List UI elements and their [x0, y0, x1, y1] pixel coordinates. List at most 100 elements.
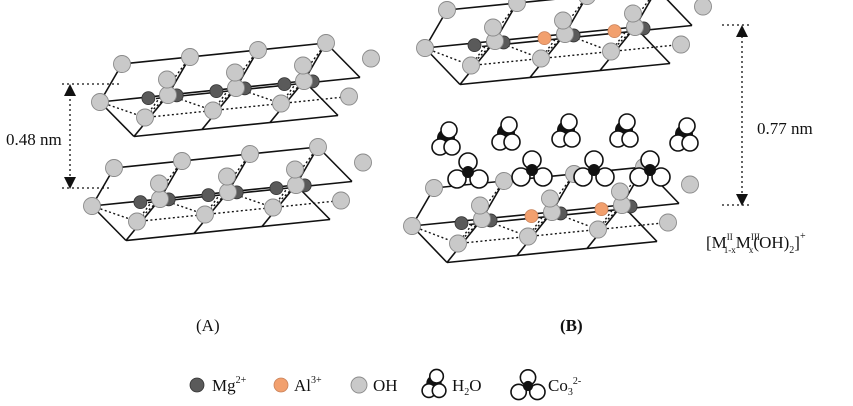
spacing-marker-a: 0.48 nm [6, 83, 120, 189]
oxygen-atom [573, 167, 593, 187]
carbonate-ion [573, 150, 615, 187]
oxygen-atom [511, 167, 531, 187]
hydrogen-atom [678, 117, 696, 135]
carbon-atom [644, 164, 656, 176]
al-cation [594, 202, 609, 217]
hydroxyl-sphere [219, 183, 237, 201]
hydroxyl-sphere [672, 35, 690, 54]
octahedron-edge [125, 218, 331, 242]
hydroxyl-sphere [317, 34, 335, 52]
hidden-edge [610, 0, 650, 52]
octahedron-edge [121, 42, 327, 65]
hydroxyl-sphere [227, 79, 245, 97]
layer-formula: [MII 1-xMIII x(OH)2]+ [706, 231, 806, 256]
octahedron-edge [446, 240, 658, 264]
spacing-marker-b: 0.77 nm [722, 24, 813, 206]
hydroxyl-sphere [362, 49, 380, 68]
al-cation [537, 31, 552, 46]
hydrogen-atom [503, 133, 521, 151]
spacing-b-arrow-up-icon [736, 25, 748, 37]
octahedron-edge [666, 0, 693, 27]
spacing-b-label: 0.77 nm [757, 119, 813, 138]
hydrogen-atom [681, 134, 699, 152]
oxygen-atom [528, 383, 546, 401]
hidden-edge [235, 87, 282, 105]
hydroxyl-sphere [332, 191, 350, 210]
hydrogen-atom [500, 116, 518, 134]
interlayer-anions-water [431, 113, 699, 189]
hydroxyl-sphere [151, 190, 169, 208]
legend: Mg2+ Al3+ OH H2O Co32- [189, 368, 581, 401]
hydroxyl-sphere [495, 172, 513, 190]
hidden-edge [457, 235, 529, 245]
hidden-edge [457, 180, 505, 244]
hydrogen-atom [428, 368, 445, 384]
hydroxyl-sphere [659, 213, 677, 232]
hydroxyl-sphere [264, 198, 282, 217]
hydroxyl-sphere [249, 41, 267, 59]
hydroxyl-sphere [541, 189, 559, 208]
oxygen-atom [533, 167, 553, 187]
water-molecule [491, 116, 521, 151]
legend-mg-swatch-icon [189, 377, 205, 393]
hidden-edge [470, 2, 518, 66]
oxygen-atom [651, 167, 671, 187]
mg-cation [269, 181, 284, 196]
hydroxyl-sphere [226, 63, 244, 82]
hydroxyl-sphere [438, 1, 456, 19]
hydrogen-atom [560, 113, 578, 131]
legend-carbonate-label: Co32- [548, 376, 581, 398]
octahedron-edge [99, 80, 305, 103]
octahedron-edge [113, 146, 319, 169]
mg-cation [141, 91, 156, 106]
hydroxyl-sphere [602, 42, 620, 61]
octahedron-edge [481, 24, 693, 48]
hydrogen-atom [440, 121, 458, 139]
hydroxyl-sphere [113, 55, 131, 73]
panel-label-a: (A) [196, 316, 220, 335]
octahedron-edge [446, 0, 556, 11]
hidden-edge [91, 205, 138, 223]
hydroxyl-sphere [471, 196, 489, 215]
hydroxyl-sphere [173, 152, 191, 170]
hydroxyl-sphere [196, 205, 214, 224]
oxygen-atom [469, 169, 489, 189]
hydroxyl-sphere [532, 49, 550, 68]
hydroxyl-sphere [105, 159, 123, 177]
layer-a-top [91, 34, 380, 138]
octahedron-edge [147, 180, 353, 204]
spacing-a-label: 0.48 nm [6, 130, 62, 149]
hydroxyl-sphere [159, 86, 177, 104]
hydroxyl-sphere [484, 18, 502, 37]
carbonate-ion [511, 150, 553, 187]
hidden-edge [159, 198, 206, 216]
hydroxyl-sphere [449, 234, 467, 253]
layer-b-top [416, 0, 712, 86]
carbonate-ion [629, 150, 671, 187]
spacing-a-arrow-up-icon [64, 84, 76, 96]
hydroxyl-sphere [91, 93, 109, 111]
layer-structures [83, 0, 712, 264]
hydroxyl-sphere [181, 48, 199, 66]
octahedron-edge [91, 184, 297, 207]
hidden-edge [99, 101, 146, 119]
hidden-edge [540, 0, 585, 59]
hidden-edge [610, 43, 682, 53]
octahedron-edge [468, 202, 680, 226]
panel-label-b: (B) [560, 316, 583, 335]
layer-a-bottom [83, 138, 372, 242]
legend-al-label: Al3+ [294, 375, 322, 395]
hydroxyl-sphere [354, 153, 372, 172]
hydroxyl-sphere [83, 197, 101, 215]
hidden-edge [597, 166, 645, 230]
hidden-edge [527, 228, 599, 238]
hidden-edge [470, 57, 542, 67]
hydrogen-atom [431, 383, 447, 399]
octahedron-edge [411, 204, 623, 227]
hydroxyl-sphere [589, 220, 607, 239]
spacing-a-arrow-down-icon [64, 177, 76, 189]
hydroxyl-sphere [218, 167, 236, 186]
hydroxyl-sphere [694, 0, 712, 16]
hydroxyl-sphere [462, 56, 480, 75]
